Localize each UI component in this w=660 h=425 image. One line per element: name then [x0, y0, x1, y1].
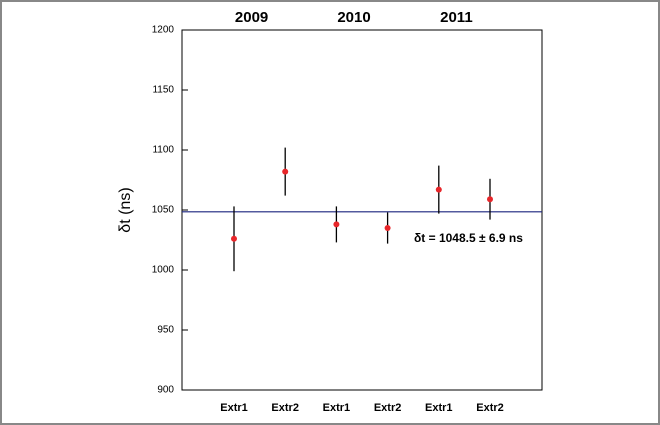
- data-point: [282, 168, 289, 175]
- group-label: 2010: [337, 9, 370, 26]
- y-tick-label: 1200: [152, 25, 175, 36]
- x-tick-label: Extr2: [374, 402, 402, 414]
- x-tick-label: Extr1: [220, 402, 248, 414]
- x-tick-label: Extr1: [323, 402, 351, 414]
- y-tick-label: 1000: [152, 265, 175, 276]
- data-point: [435, 186, 442, 193]
- annotation: δt = 1048.5 ± 6.9 ns: [414, 231, 523, 245]
- data-point: [231, 235, 237, 242]
- y-tick-label: 950: [157, 325, 174, 336]
- data-point: [333, 221, 340, 228]
- data-point: [487, 196, 493, 203]
- x-tick-label: Extr2: [271, 402, 299, 414]
- group-label: 2011: [440, 9, 473, 26]
- y-tick-label: 1150: [152, 85, 174, 96]
- y-tick-label: 1050: [152, 205, 175, 216]
- data-point: [384, 225, 391, 231]
- x-tick-label: Extr2: [476, 402, 504, 414]
- group-label: 2009: [235, 9, 268, 26]
- y-tick-label: 1100: [152, 145, 174, 156]
- x-tick-label: Extr1: [425, 402, 453, 414]
- y-axis-label: δt (ns): [117, 187, 134, 232]
- y-tick-label: 900: [157, 385, 174, 396]
